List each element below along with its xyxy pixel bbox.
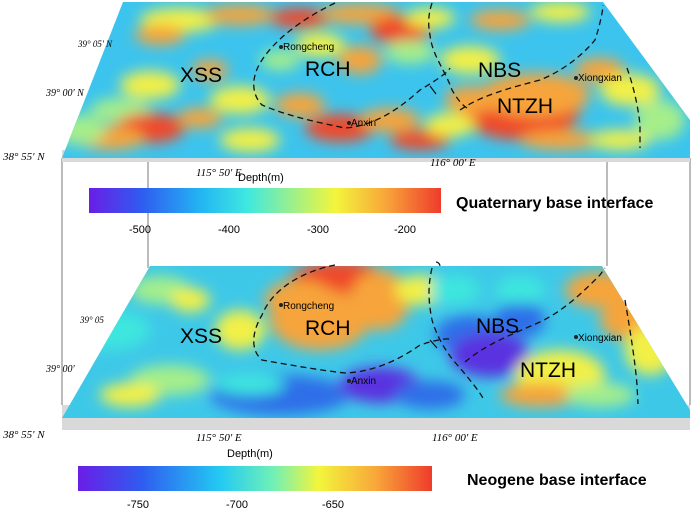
- quaternary-blob: [135, 25, 185, 45]
- quaternary-blob: [220, 128, 280, 152]
- quaternary-blob: [305, 114, 375, 142]
- quaternary-blob: [192, 60, 228, 80]
- neogene-blob: [395, 275, 445, 305]
- quaternary-blob: [600, 74, 660, 106]
- town-label-anxin-top: Anxin: [351, 118, 376, 129]
- quaternary-boundaries: [253, 2, 641, 148]
- neogene-colorbar-gradient: [78, 466, 432, 491]
- neogene-blob: [170, 288, 210, 312]
- quaternary-blob: [205, 5, 275, 25]
- quaternary-blob: [62, 115, 105, 145]
- rongcheng-marker-bottom: [279, 303, 283, 307]
- quaternary-colorbar-label: Depth(m): [238, 172, 284, 184]
- quaternary-blob: [295, 33, 345, 57]
- quaternary-blob: [405, 8, 455, 28]
- neogene-blob: [100, 383, 160, 407]
- lon-label-11600-top: 116° 00' E: [430, 157, 476, 169]
- quaternary-blob: [120, 71, 180, 99]
- quaternary-blob: [425, 113, 475, 137]
- neogene-blob: [565, 272, 635, 308]
- neogene-surface: Rongcheng Anxin Xiongxian XSS RCH NBS NT…: [2, 261, 690, 444]
- quaternary-fault-tick: [429, 85, 437, 95]
- neogene-colorbar: Depth(m) -750 -700 -650: [78, 448, 432, 511]
- town-label-xiongxian-bottom: Xiongxian: [578, 333, 622, 344]
- quaternary-blob: [320, 4, 400, 24]
- neogene-blob: [395, 381, 465, 409]
- region-label-xss-bottom: XSS: [180, 325, 222, 348]
- neogene-blob: [495, 276, 545, 304]
- quaternary-colorbar-tick-2: -400: [218, 224, 240, 236]
- quaternary-blob: [338, 46, 382, 74]
- region-label-nbs-top: NBS: [478, 59, 521, 82]
- quaternary-blob: [470, 10, 530, 30]
- quaternary-blob: [440, 46, 500, 74]
- town-label-xiongxian-top: Xiongxian: [578, 73, 622, 84]
- neogene-blob: [350, 270, 410, 330]
- lon-label-11600-bottom: 116° 00' E: [432, 432, 478, 444]
- neogene-depth-field: [70, 266, 675, 415]
- neogene-colorbar-tick-3: -650: [322, 499, 344, 511]
- lat-label-3900-top: 39° 00' N: [45, 88, 85, 99]
- neogene-blob: [450, 333, 530, 377]
- quaternary-title: Quaternary base interface: [456, 195, 654, 212]
- lon-label-11550-bottom: 115° 50' E: [196, 432, 242, 444]
- region-label-xss-top: XSS: [180, 64, 222, 87]
- quaternary-surface: Rongcheng Anxin Xiongxian XSS RCH NBS NT…: [2, 2, 690, 179]
- rongcheng-marker-top: [279, 45, 283, 49]
- lat-label-3905-top: 39° 05' N: [77, 39, 113, 49]
- lon-label-11550-top: 115° 50' E: [196, 167, 242, 179]
- quaternary-blob: [520, 130, 600, 150]
- town-label-anxin-bottom: Anxin: [351, 376, 376, 387]
- neogene-colorbar-tick-2: -700: [226, 499, 248, 511]
- quaternary-blob: [480, 73, 590, 117]
- neogene-blob: [500, 383, 580, 407]
- quaternary-colorbar: Depth(m) -500 -400 -300 -200: [89, 172, 441, 236]
- lat-label-3905-bottom: 39° 05: [79, 315, 104, 325]
- town-label-rongcheng-top: Rongcheng: [283, 42, 334, 53]
- lat-label-3855-top: 38° 55' N: [2, 151, 45, 163]
- xiongxian-marker-bottom: [574, 335, 578, 339]
- quaternary-depth-field: [62, 2, 685, 152]
- quaternary-blob: [590, 130, 650, 150]
- anxin-marker-bottom: [347, 379, 351, 383]
- quaternary-blob: [260, 50, 300, 70]
- quaternary-blob: [210, 86, 270, 114]
- region-label-rch-top: RCH: [305, 58, 351, 81]
- neogene-blob: [495, 302, 545, 338]
- neogene-title: Neogene base interface: [467, 472, 647, 489]
- neogene-colorbar-tick-1: -750: [127, 499, 149, 511]
- quaternary-colorbar-tick-4: -200: [394, 224, 416, 236]
- neogene-blob: [265, 280, 335, 320]
- quaternary-blob: [635, 100, 685, 140]
- region-label-ntzh-top: NTZH: [497, 95, 553, 118]
- quaternary-blob: [385, 40, 435, 64]
- quaternary-blob: [178, 108, 222, 128]
- anxin-marker-top: [347, 121, 351, 125]
- quaternary-colorbar-gradient: [89, 188, 441, 213]
- quaternary-blob: [360, 108, 420, 132]
- quaternary-colorbar-tick-1: -500: [129, 224, 151, 236]
- quaternary-blob: [275, 93, 325, 117]
- quaternary-blob: [270, 8, 330, 28]
- region-label-ntzh-bottom: NTZH: [520, 359, 576, 382]
- neogene-blob: [215, 375, 285, 395]
- lat-label-3855-bottom: 38° 55' N: [2, 429, 45, 441]
- neogene-boundaries: [253, 261, 639, 405]
- town-label-rongcheng-bottom: Rongcheng: [283, 301, 334, 312]
- region-label-rch-bottom: RCH: [305, 317, 351, 340]
- neogene-blob: [215, 310, 265, 350]
- neogene-fault-tick: [429, 339, 438, 349]
- xiongxian-marker-top: [574, 76, 578, 80]
- neogene-blob: [565, 383, 635, 407]
- neogene-blob: [430, 275, 480, 305]
- quaternary-blob: [530, 2, 590, 22]
- quaternary-blob: [575, 58, 625, 82]
- quaternary-colorbar-tick-3: -300: [307, 224, 329, 236]
- lat-label-3900-bottom: 39° 00': [45, 364, 75, 375]
- quaternary-blob: [390, 130, 450, 150]
- region-label-nbs-bottom: NBS: [476, 315, 519, 338]
- neogene-colorbar-label: Depth(m): [227, 448, 273, 460]
- quaternary-blob: [445, 86, 495, 114]
